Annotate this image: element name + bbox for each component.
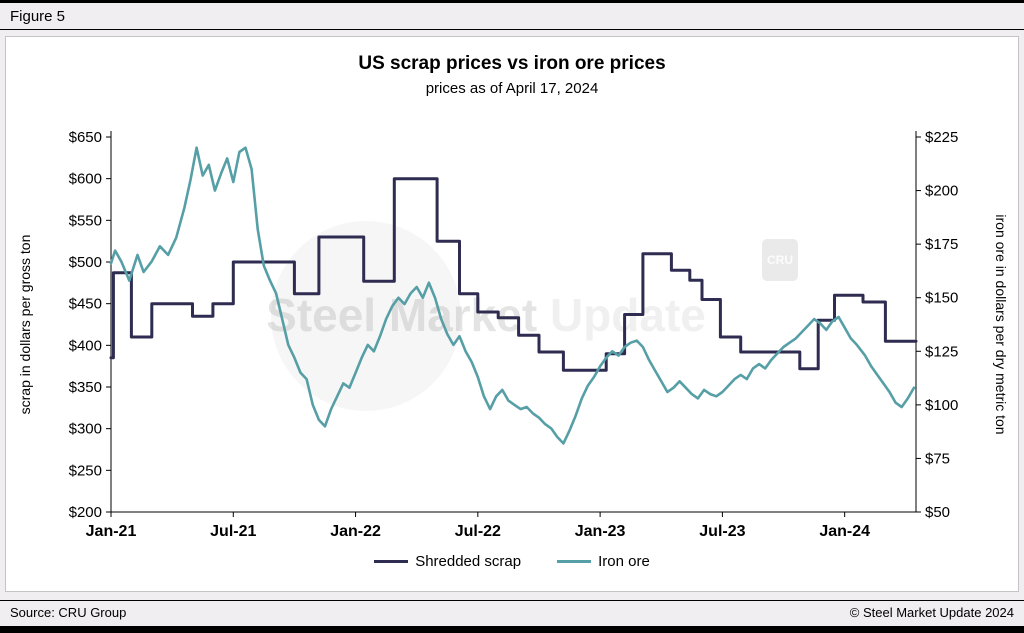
svg-text:Jan-22: Jan-22 xyxy=(330,523,381,540)
svg-text:$150: $150 xyxy=(925,290,958,307)
legend-item-iron-ore: Iron ore xyxy=(557,553,650,570)
svg-text:$550: $550 xyxy=(69,212,102,229)
svg-text:$225: $225 xyxy=(925,129,958,146)
svg-text:$500: $500 xyxy=(69,254,102,271)
svg-text:$600: $600 xyxy=(69,171,102,188)
legend-label-shredded-scrap: Shredded scrap xyxy=(415,553,522,570)
top-rule xyxy=(0,0,1024,3)
source-text: Source: CRU Group xyxy=(10,605,127,620)
svg-text:CRU: CRU xyxy=(767,253,793,267)
copyright-text: © Steel Market Update 2024 xyxy=(849,605,1014,620)
chart-title: US scrap prices vs iron ore prices xyxy=(358,53,666,74)
svg-text:scrap in dollars per gross ton: scrap in dollars per gross ton xyxy=(17,235,33,415)
svg-text:$75: $75 xyxy=(925,450,950,467)
figure-label: Figure 5 xyxy=(0,3,1024,30)
svg-text:$175: $175 xyxy=(925,236,958,253)
svg-text:$100: $100 xyxy=(925,397,958,414)
footer: Source: CRU Group © Steel Market Update … xyxy=(0,601,1024,622)
svg-text:$450: $450 xyxy=(69,296,102,313)
svg-text:$250: $250 xyxy=(69,462,102,479)
legend-label-iron-ore: Iron ore xyxy=(598,553,650,570)
svg-text:$50: $50 xyxy=(925,504,950,521)
chart-panel: US scrap prices vs iron ore prices price… xyxy=(5,36,1019,592)
chart-subtitle: prices as of April 17, 2024 xyxy=(425,80,599,97)
shredded-scrap-line-swatch xyxy=(374,560,409,563)
svg-text:iron ore in dollars per dry me: iron ore in dollars per dry metric ton xyxy=(993,214,1009,434)
bottom-bar xyxy=(0,626,1024,633)
svg-text:$125: $125 xyxy=(925,343,958,360)
svg-text:Jul-21: Jul-21 xyxy=(210,523,256,540)
svg-text:Jul-22: Jul-22 xyxy=(455,523,501,540)
price-chart-canvas: Steel Market UpdateCRU$200$250$300$350$4… xyxy=(17,129,1009,540)
svg-text:$200: $200 xyxy=(925,183,958,200)
iron-ore-line-swatch xyxy=(557,560,592,563)
svg-text:$400: $400 xyxy=(69,337,102,354)
svg-text:$200: $200 xyxy=(69,504,102,521)
svg-text:$300: $300 xyxy=(69,421,102,438)
svg-text:$650: $650 xyxy=(69,129,102,146)
chart-legend: Shredded scrap Iron ore xyxy=(6,553,1018,570)
svg-text:Jul-23: Jul-23 xyxy=(699,523,745,540)
svg-text:$350: $350 xyxy=(69,379,102,396)
svg-text:Jan-23: Jan-23 xyxy=(575,523,626,540)
footer-divider xyxy=(0,600,1024,601)
svg-text:Jan-21: Jan-21 xyxy=(86,523,137,540)
svg-text:Jan-24: Jan-24 xyxy=(819,523,870,540)
legend-item-shredded-scrap: Shredded scrap xyxy=(374,553,521,570)
